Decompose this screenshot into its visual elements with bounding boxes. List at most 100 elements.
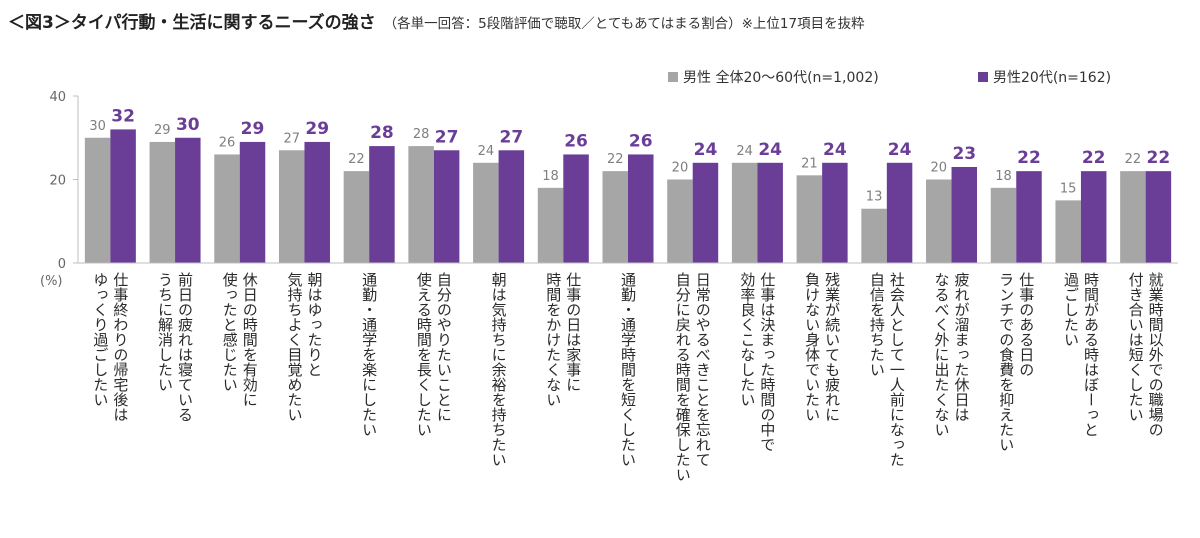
data-label-series2: 22 bbox=[1017, 148, 1041, 168]
y-tick-label: 0 bbox=[58, 257, 66, 272]
bar-series1 bbox=[278, 150, 305, 263]
data-label-series2: 26 bbox=[564, 131, 588, 151]
bar-series1 bbox=[1120, 171, 1146, 263]
data-label-series2: 24 bbox=[694, 140, 718, 160]
category-label: 前日の疲れは寝ている bbox=[176, 272, 194, 422]
bar-series1 bbox=[796, 175, 823, 263]
bar-series2 bbox=[304, 141, 330, 263]
bar-series2 bbox=[1080, 171, 1107, 263]
legend-swatch-series2 bbox=[978, 72, 988, 82]
category-label: 時間がある時はぼーっと bbox=[1082, 272, 1100, 437]
bar-series2 bbox=[110, 129, 136, 263]
data-label-series1: 26 bbox=[219, 135, 236, 150]
y-unit-label: (%) bbox=[40, 274, 63, 289]
data-label-series2: 26 bbox=[629, 131, 653, 151]
category-label: 通勤・通学時間を短くしたい bbox=[619, 272, 637, 467]
bar-series1 bbox=[537, 187, 564, 263]
category-label: 時間をかけたくない bbox=[544, 272, 562, 407]
data-label-series2: 23 bbox=[952, 144, 976, 164]
category-label: 休日の時間を有効に bbox=[241, 272, 259, 407]
chart-title: ＜図3＞タイパ行動・生活に関するニーズの強さ （各単一回答：5段階評価で聴取／とて… bbox=[8, 8, 865, 33]
category-label: 朝は気持ちに余裕を持ちたい bbox=[490, 272, 508, 467]
bar-series2 bbox=[1145, 171, 1172, 263]
category-label: 効率良くこなしたい bbox=[738, 272, 756, 407]
data-label-series1: 15 bbox=[1060, 181, 1077, 196]
category-label: 仕事のある日の bbox=[1017, 272, 1035, 377]
data-label-series1: 22 bbox=[348, 152, 365, 167]
category-label: 過ごしたい bbox=[1062, 272, 1080, 347]
data-label-series1: 22 bbox=[607, 152, 624, 167]
bar-series1 bbox=[861, 208, 887, 263]
bar-series2 bbox=[628, 154, 654, 263]
category-label: 使える時間を長くしたい bbox=[415, 272, 433, 437]
data-label-series2: 22 bbox=[1082, 148, 1106, 168]
category-label: 朝はゆったりと bbox=[305, 272, 323, 377]
data-label-series2: 27 bbox=[500, 127, 524, 147]
bar-series1 bbox=[1055, 200, 1081, 263]
category-label: 自分に戻れる時間を確保したい bbox=[674, 272, 692, 482]
title-main: ＜図3＞タイパ行動・生活に関するニーズの強さ bbox=[8, 13, 376, 33]
category-label: 気持ちよく目覚めたい bbox=[285, 272, 303, 422]
legend-swatch-series1 bbox=[668, 72, 678, 82]
data-label-series1: 20 bbox=[931, 161, 948, 176]
bar-series2 bbox=[757, 162, 783, 263]
category-label: 仕事の日は家事に bbox=[564, 272, 582, 392]
category-label: 就業時間以外での職場の bbox=[1147, 272, 1165, 437]
legend-label-series2: 男性20代(n=162) bbox=[993, 70, 1111, 86]
bar-series1 bbox=[990, 187, 1017, 263]
bar-series1 bbox=[343, 171, 370, 263]
category-label: 日常のやるべきことを忘れて bbox=[694, 272, 712, 467]
bar-series2 bbox=[239, 141, 266, 263]
bar-series1 bbox=[84, 137, 111, 263]
bar-series1 bbox=[667, 179, 693, 263]
data-label-series1: 18 bbox=[542, 169, 559, 184]
title-sub: （各単一回答：5段階評価で聴取／とてもあてはまる割合）※上位17項目を抜粋 bbox=[383, 16, 865, 32]
data-label-series2: 24 bbox=[758, 140, 782, 160]
bar-series1 bbox=[473, 162, 499, 263]
data-label-series2: 29 bbox=[241, 119, 265, 139]
data-label-series1: 24 bbox=[736, 144, 753, 159]
data-label-series1: 22 bbox=[1125, 152, 1142, 167]
data-label-series1: 28 bbox=[413, 127, 430, 142]
y-tick-label: 20 bbox=[49, 174, 66, 189]
bar-series2 bbox=[692, 162, 719, 263]
bar-series2 bbox=[175, 137, 201, 263]
data-label-series1: 29 bbox=[154, 123, 171, 138]
data-label-series2: 22 bbox=[1147, 148, 1171, 168]
data-label-series1: 20 bbox=[672, 161, 689, 176]
category-label: うちに解消したい bbox=[156, 272, 174, 392]
bar-series2 bbox=[886, 162, 913, 263]
category-label: 仕事は決まった時間の中で bbox=[758, 272, 776, 452]
data-label-series2: 29 bbox=[305, 119, 329, 139]
bar-series2 bbox=[1016, 171, 1042, 263]
data-label-series1: 13 bbox=[866, 190, 883, 205]
category-label: 通勤・通学を楽にしたい bbox=[360, 272, 378, 437]
category-label: 疲れが溜まった休日は bbox=[953, 272, 971, 422]
category-label: ランチでの食費を抑えたい bbox=[997, 272, 1015, 452]
bar-series1 bbox=[602, 171, 628, 263]
bar-series1 bbox=[149, 141, 176, 263]
bar-series1 bbox=[926, 179, 952, 263]
category-label: 付き合いは短くしたい bbox=[1127, 272, 1145, 422]
data-label-series1: 24 bbox=[478, 144, 495, 159]
y-tick-label: 40 bbox=[49, 90, 66, 105]
category-label: 自分のやりたいことに bbox=[435, 272, 453, 422]
bar-series2 bbox=[369, 146, 395, 263]
data-label-series2: 24 bbox=[823, 140, 847, 160]
bar-series1 bbox=[731, 162, 758, 263]
category-label: 残業が続いても疲れに bbox=[823, 272, 841, 422]
category-label: 社会人として一人前になった bbox=[888, 272, 906, 467]
bar-series2 bbox=[563, 154, 589, 263]
legend-label-series1: 男性 全体20～60代(n=1,002) bbox=[683, 69, 879, 86]
data-label-series1: 18 bbox=[995, 169, 1012, 184]
category-label: 負けない身体でいたい bbox=[803, 272, 821, 422]
bar-series2 bbox=[822, 162, 848, 263]
data-label-series1: 21 bbox=[801, 156, 818, 171]
category-label: 仕事終わりの帰宅後は bbox=[111, 272, 129, 422]
data-label-series1: 30 bbox=[89, 119, 106, 134]
category-label: ゆっくり過ごしたい bbox=[91, 272, 109, 407]
data-label-series2: 30 bbox=[176, 115, 200, 135]
data-label-series2: 28 bbox=[370, 123, 394, 143]
category-label: なるべく外に出たくない bbox=[933, 272, 951, 437]
